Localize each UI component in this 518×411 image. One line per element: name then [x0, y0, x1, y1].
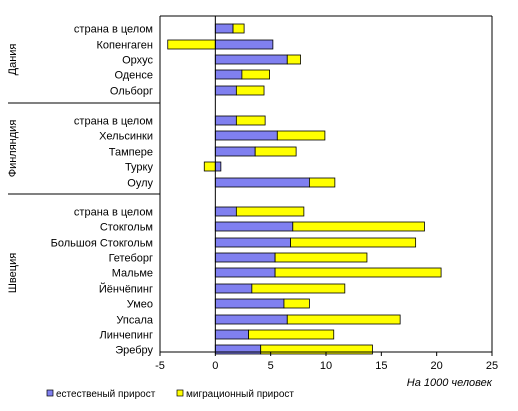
bar-migration: [283, 298, 310, 309]
bar-natural: [214, 23, 234, 34]
bar-natural: [214, 69, 243, 80]
bar-migration: [235, 115, 266, 126]
bar-natural: [214, 314, 288, 325]
category-label: Ольборг: [110, 86, 153, 98]
bar-natural: [214, 329, 249, 340]
bar-natural: [214, 130, 278, 141]
group-label: Швеция: [7, 253, 19, 293]
bar-natural: [214, 221, 294, 232]
category-label: Турку: [125, 162, 154, 174]
bar-migration: [276, 130, 326, 141]
bar-natural: [214, 267, 276, 278]
bar-migration: [235, 85, 265, 96]
bar-natural: [214, 206, 237, 217]
legend-swatch-migration: [176, 389, 184, 397]
category-label: Линчепинг: [100, 330, 153, 342]
bar-migration: [286, 314, 401, 325]
legend-label-natural: естественый прирост: [56, 389, 156, 400]
bar-natural: [214, 252, 276, 263]
category-label: Эребру: [115, 345, 153, 357]
x-tick-label: 10: [320, 360, 332, 372]
bar-migration: [203, 161, 216, 172]
bar-migration: [290, 237, 417, 248]
category-label: Умео: [127, 299, 153, 311]
axes-layer: [8, 15, 493, 356]
category-label: Оденсе: [114, 70, 153, 82]
category-label: страна в целом: [74, 116, 153, 128]
x-tick-label: 25: [486, 360, 498, 372]
unit-note: На 1000 человек: [407, 377, 493, 389]
bar-migration: [254, 146, 297, 157]
bar-migration: [167, 39, 216, 50]
category-label: страна в целом: [74, 24, 153, 36]
category-label: Стокгольм: [100, 222, 153, 234]
bar-natural: [214, 344, 262, 355]
x-tick-label: 5: [268, 360, 274, 372]
bar-migration: [235, 206, 305, 217]
category-label: Упсала: [116, 315, 153, 327]
group-label: Финляндия: [7, 120, 19, 178]
category-label: Оулу: [127, 178, 153, 190]
bar-natural: [214, 54, 288, 65]
bar-migration: [274, 252, 368, 263]
legend: естественый прирост миграционный прирост: [46, 389, 294, 400]
group-label: Дания: [7, 44, 19, 76]
bar-migration: [260, 344, 373, 355]
category-label: Йёнчёпинг: [99, 283, 153, 296]
bar-natural: [214, 146, 256, 157]
bar-migration: [286, 54, 301, 65]
bar-natural: [214, 115, 237, 126]
bar-migration: [308, 177, 336, 188]
category-label: Хельсинки: [99, 131, 153, 143]
bars-layer: [167, 23, 442, 355]
category-label: Копенгаген: [96, 40, 153, 52]
x-tick-label: 15: [375, 360, 387, 372]
bar-migration: [251, 283, 346, 294]
bar-natural: [214, 237, 291, 248]
x-tick-label: -5: [155, 360, 165, 372]
category-label: Орхус: [122, 55, 153, 67]
category-label: Большоя Стокгольм: [51, 238, 153, 250]
bar-natural: [214, 177, 310, 188]
legend-swatch-natural: [46, 389, 54, 397]
bar-natural: [214, 85, 237, 96]
x-tick-label: 20: [431, 360, 443, 372]
category-label: страна в целом: [74, 207, 153, 219]
bar-migration: [248, 329, 335, 340]
x-tick-label: 0: [212, 360, 218, 372]
bar-migration: [292, 221, 425, 232]
legend-label-migration: миграционный прирост: [186, 389, 294, 400]
category-label: Мальме: [112, 268, 153, 280]
bar-natural: [214, 39, 274, 50]
bar-natural: [214, 283, 253, 294]
bar-migration: [232, 23, 245, 34]
category-label: Тампере: [109, 147, 153, 159]
bar-migration: [241, 69, 270, 80]
bar-natural: [214, 298, 285, 309]
labels-layer: страна в целом Копенгаген Орхус Оденсе Ольбо…: [7, 24, 498, 390]
bar-natural: [214, 161, 222, 172]
bar-migration: [274, 267, 442, 278]
category-label: Гетеборг: [109, 253, 153, 265]
